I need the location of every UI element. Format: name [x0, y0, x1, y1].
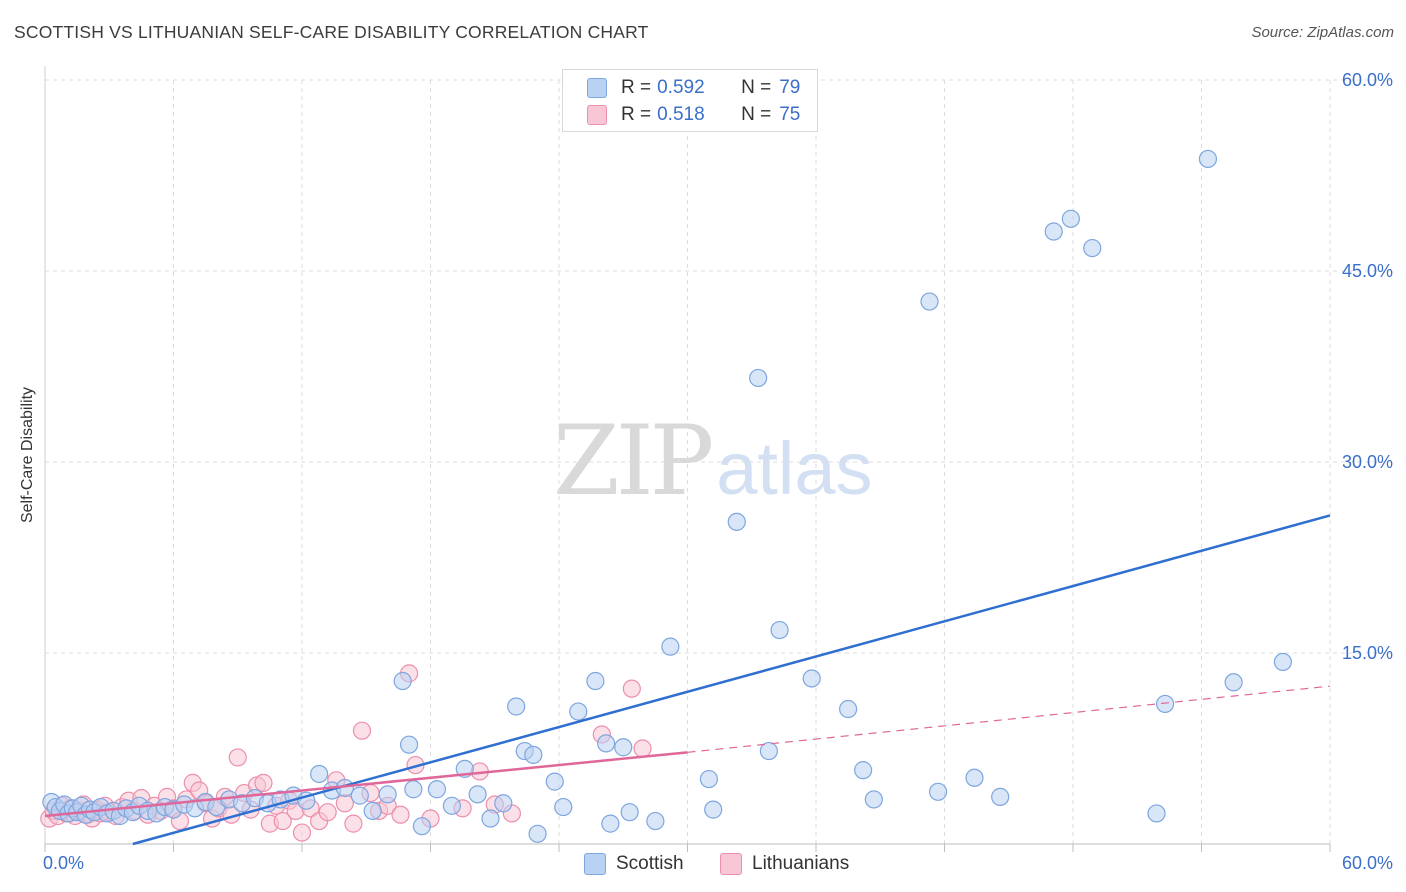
- lithuanian-point: [622, 679, 641, 698]
- lithuanian-point: [318, 803, 337, 822]
- x-tick-label: 60.0%: [1342, 853, 1393, 873]
- scottish-point: [802, 669, 821, 688]
- lithuanian-trend-line: [44, 751, 688, 818]
- scottish-point: [545, 772, 564, 791]
- scottish-point: [759, 741, 778, 761]
- scottish-point: [1155, 694, 1175, 714]
- scottish-trend-line: [132, 514, 1331, 846]
- lithuanian-trend-line-extension: [687, 685, 1331, 753]
- lithuanian-point: [273, 811, 292, 831]
- scottish-point: [569, 702, 588, 721]
- lithuanian-point: [352, 721, 372, 740]
- legend-r-label: R =: [621, 77, 652, 98]
- scottish-point: [1083, 238, 1102, 258]
- scottish-point: [399, 735, 419, 754]
- bottom-legend-label-scottish: Scottish: [616, 853, 684, 874]
- scottish-point: [965, 768, 984, 787]
- bottom-legend-lithuanians: Lithuanians: [720, 852, 849, 876]
- scottish-point: [620, 803, 639, 822]
- lithuanian-point: [335, 794, 354, 813]
- scottish-point: [854, 761, 873, 780]
- bottom-legend-scottish: Scottish: [584, 852, 684, 876]
- lithuanian-point: [633, 739, 652, 758]
- y-tick-label: 15.0%: [1342, 643, 1393, 663]
- scottish-point: [704, 800, 723, 819]
- legend-swatch-lithuanians: [587, 105, 607, 125]
- scottish-point: [928, 782, 948, 801]
- chart-source: Source: ZipAtlas.com: [1251, 24, 1394, 41]
- y-tick-label: 30.0%: [1342, 452, 1393, 472]
- scottish-point: [393, 671, 412, 691]
- chart-title: SCOTTISH VS LITHUANIAN SELF-CARE DISABIL…: [14, 22, 649, 42]
- scottish-point: [601, 814, 620, 833]
- legend: R = 0.592 N = 79 R = 0.518 N = 75: [562, 69, 818, 132]
- y-axis-label: Self-Care Disability: [19, 386, 36, 524]
- scottish-point: [363, 801, 382, 820]
- legend-n-label: N =: [741, 77, 772, 98]
- scottish-point: [427, 780, 447, 799]
- scottish-point: [310, 764, 329, 784]
- scottish-point: [661, 637, 680, 656]
- bottom-legend-swatch-scottish: [584, 853, 606, 875]
- watermark-atlas: atlas: [716, 427, 873, 510]
- y-tick-label: 60.0%: [1342, 70, 1393, 90]
- legend-r-label: R =: [621, 104, 652, 125]
- scottish-point: [1061, 209, 1080, 228]
- scottish-point: [1198, 149, 1218, 169]
- legend-n-value: 79: [779, 77, 801, 98]
- lithuanian-point: [344, 814, 363, 833]
- scottish-point: [442, 796, 462, 815]
- scottish-point: [597, 734, 616, 753]
- lithuanian-point: [228, 748, 247, 767]
- legend-n-label: N =: [741, 104, 772, 125]
- bottom-legend-swatch-lithuanians: [720, 853, 742, 875]
- scottish-point: [586, 671, 605, 691]
- scottish-point: [770, 620, 789, 640]
- scottish-point: [554, 797, 573, 817]
- legend-r-value: 0.518: [657, 104, 705, 125]
- scottish-point: [1044, 222, 1063, 241]
- scottish-point: [727, 512, 746, 531]
- scottish-point: [507, 697, 526, 716]
- scottish-point: [481, 809, 500, 828]
- lithuanian-point: [254, 773, 273, 792]
- x-tick-label: 0.0%: [43, 853, 84, 873]
- y-tick-label: 45.0%: [1342, 261, 1393, 281]
- scottish-point: [468, 785, 487, 804]
- scottish-point: [378, 785, 397, 804]
- scottish-point: [524, 745, 543, 764]
- scottish-point: [646, 811, 665, 831]
- scottish-point: [412, 817, 432, 836]
- scottish-point: [864, 790, 883, 809]
- scottish-point: [1147, 804, 1166, 823]
- scottish-point: [1273, 652, 1292, 672]
- scottish-point: [839, 699, 858, 719]
- legend-swatch-scottish: [587, 78, 607, 98]
- legend-row-scottish: R = 0.592 N = 79: [587, 75, 800, 101]
- scottish-point: [494, 794, 513, 813]
- legend-r-value: 0.592: [657, 77, 705, 98]
- scottish-point: [991, 787, 1010, 806]
- legend-n-value: 75: [779, 104, 801, 125]
- scottish-point: [699, 769, 719, 789]
- scottish-point: [404, 780, 423, 799]
- lithuanian-point: [292, 823, 312, 842]
- legend-row-lithuanians: R = 0.518 N = 75: [587, 102, 800, 128]
- bottom-legend-label-lithuanians: Lithuanians: [752, 853, 850, 874]
- lithuanian-point: [391, 805, 410, 824]
- scottish-point: [920, 292, 939, 311]
- scottish-point: [749, 368, 768, 388]
- scottish-point: [350, 786, 369, 805]
- scottish-point: [614, 738, 633, 757]
- scottish-point: [1224, 673, 1243, 692]
- scottish-point: [528, 824, 547, 843]
